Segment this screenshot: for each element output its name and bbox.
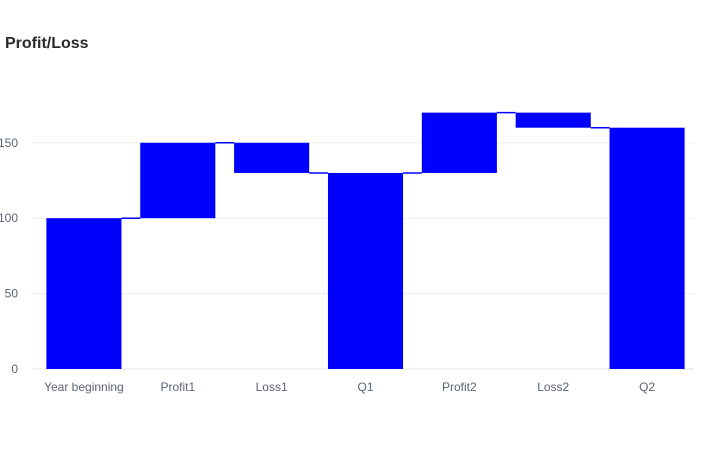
y-tick-label: 150: [0, 136, 18, 150]
bar-year-beginning[interactable]: [46, 218, 122, 369]
x-tick-label: Loss2: [537, 380, 569, 394]
chart-title: Profit/Loss: [5, 35, 89, 52]
bar-profit2[interactable]: [421, 112, 497, 173]
x-tick-label: Q1: [357, 380, 373, 394]
y-axis: 0 50 100 150: [0, 136, 18, 376]
bar-loss2[interactable]: [515, 112, 591, 128]
x-tick-label: Year beginning: [44, 380, 124, 394]
x-tick-label: Profit1: [160, 380, 195, 394]
connectors: [121, 111, 610, 219]
x-tick-label: Loss1: [256, 380, 288, 394]
y-tick-label: 100: [0, 211, 18, 225]
y-tick-label: 50: [5, 287, 19, 301]
x-tick-label: Q2: [639, 380, 655, 394]
bar-profit1[interactable]: [140, 142, 216, 219]
bar-q2[interactable]: [609, 127, 685, 370]
bars: [46, 112, 685, 370]
x-axis: Year beginning Profit1 Loss1 Q1 Profit2 Loss2…: [44, 380, 655, 394]
x-tick-label: Profit2: [442, 380, 477, 394]
y-tick-label: 0: [11, 362, 18, 376]
bar-q1[interactable]: [327, 172, 404, 369]
bar-loss1[interactable]: [234, 142, 310, 173]
